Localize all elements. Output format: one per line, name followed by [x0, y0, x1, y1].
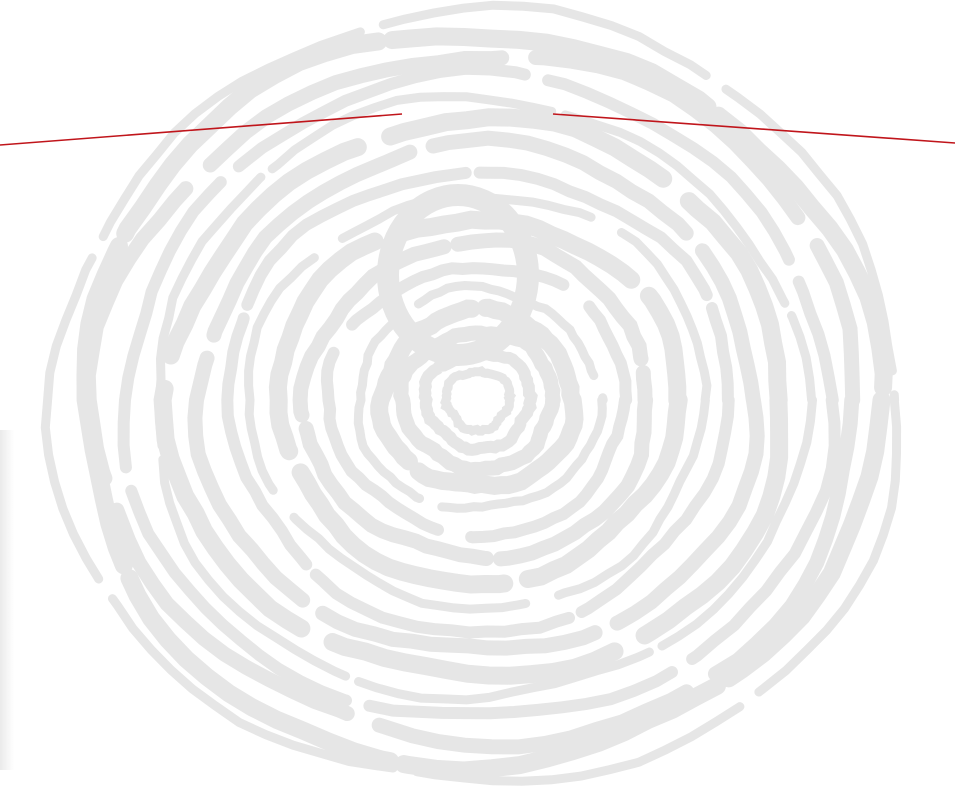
ring-core [377, 184, 539, 366]
tree-ring [353, 280, 608, 513]
tree-ring [76, 27, 893, 780]
tree-ring [244, 191, 712, 614]
tree-ring [221, 166, 735, 639]
right-accent-line [552, 113, 955, 144]
tree-ring [393, 325, 561, 478]
ring-group [40, 0, 902, 786]
left-accent-line [0, 113, 403, 146]
tree-ring [418, 346, 538, 456]
tree-ring [320, 262, 633, 544]
tree-ring [187, 130, 765, 656]
tree-ring [268, 210, 688, 594]
left-edge-shade [0, 430, 14, 770]
tree-ring [154, 92, 817, 705]
tree-ring [40, 0, 902, 786]
tree-ring [440, 366, 517, 436]
tree-ring [117, 62, 841, 720]
tree-ring [292, 232, 654, 567]
